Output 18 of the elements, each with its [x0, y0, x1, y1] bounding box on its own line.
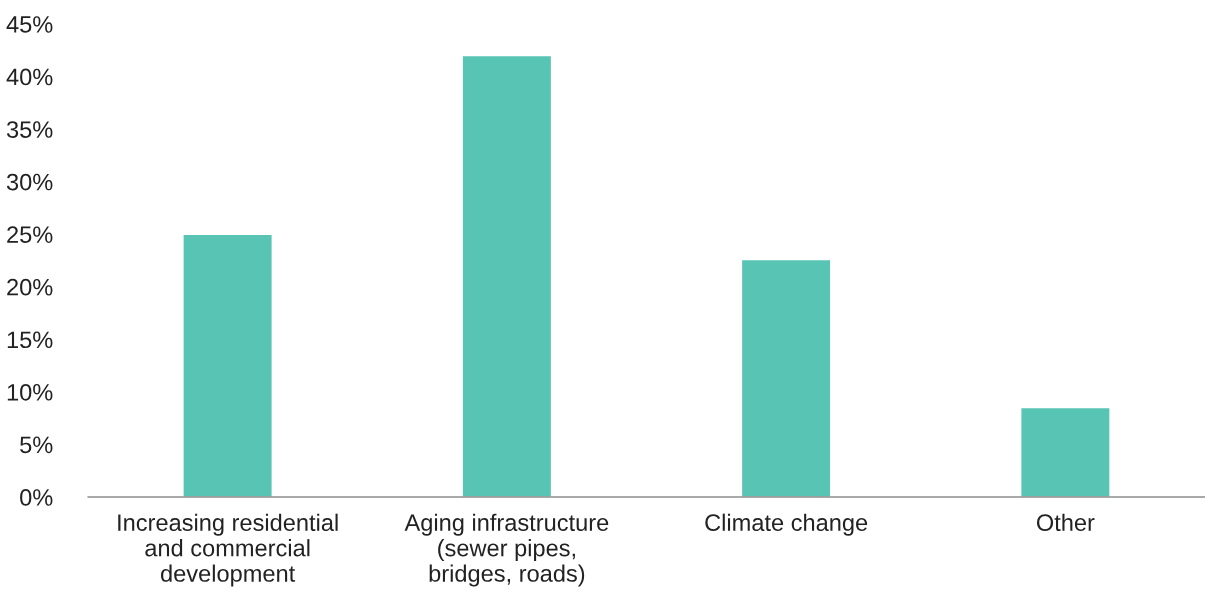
bar [461, 54, 553, 497]
y-tick-label: 30% [6, 173, 53, 191]
y-tick-label: 5% [20, 436, 53, 454]
x-tick-label: Climate change [705, 513, 868, 536]
y-tick-label: 45% [6, 16, 53, 33]
x-tick-label: Increasing residential and commercial development [118, 513, 338, 587]
y-tick-label: 25% [7, 226, 53, 244]
y-tick-label: 20% [7, 278, 53, 296]
y-tick-label: 35% [6, 121, 53, 138]
bar [1020, 406, 1111, 497]
y-tick-label: 40% [6, 68, 53, 86]
y-tick-label: 10% [7, 383, 53, 401]
y-tick-label: 15% [7, 331, 53, 349]
y-tick-label: 0% [20, 489, 53, 506]
x-tick-label: Other [1036, 513, 1095, 532]
bar [182, 233, 274, 497]
bar [740, 258, 832, 497]
x-tick-label: Aging infrastructure (sewer pipes, bridges, roads) [404, 513, 609, 587]
